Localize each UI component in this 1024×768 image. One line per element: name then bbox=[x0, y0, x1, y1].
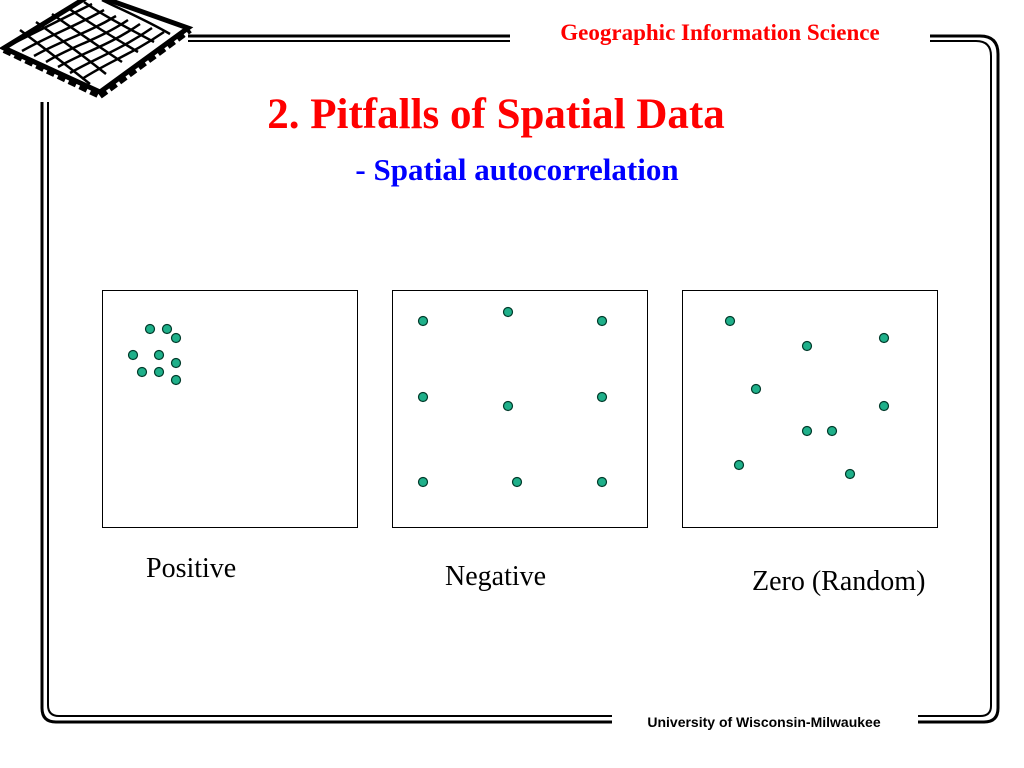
data-point bbox=[511, 476, 523, 488]
data-point bbox=[161, 323, 173, 335]
data-point bbox=[596, 476, 608, 488]
data-point bbox=[127, 349, 139, 361]
data-point bbox=[136, 366, 148, 378]
data-point bbox=[878, 400, 890, 412]
data-point bbox=[170, 374, 182, 386]
data-point bbox=[801, 425, 813, 437]
data-point bbox=[878, 332, 890, 344]
data-point bbox=[502, 306, 514, 318]
data-point bbox=[153, 349, 165, 361]
data-point bbox=[724, 315, 736, 327]
mesh-surface-logo-icon bbox=[0, 0, 194, 99]
footer-university: University of Wisconsin-Milwaukee bbox=[614, 714, 914, 730]
point-pattern-positive bbox=[127, 323, 182, 386]
point-pattern-negative bbox=[417, 306, 608, 488]
point-pattern-random bbox=[724, 315, 890, 480]
data-point bbox=[826, 425, 838, 437]
data-point bbox=[844, 468, 856, 480]
panel-label-positive: Positive bbox=[146, 553, 237, 584]
data-point bbox=[801, 340, 813, 352]
data-point bbox=[502, 400, 514, 412]
slide-subtitle: - Spatial autocorrelation bbox=[355, 152, 679, 187]
data-point bbox=[733, 459, 745, 471]
data-point bbox=[417, 315, 429, 327]
data-point bbox=[596, 391, 608, 403]
data-point bbox=[417, 391, 429, 403]
data-point bbox=[153, 366, 165, 378]
data-point bbox=[170, 357, 182, 369]
panel-positive bbox=[102, 290, 358, 528]
panel-negative bbox=[392, 290, 648, 528]
panel-label-negative: Negative bbox=[445, 561, 547, 592]
data-point bbox=[144, 323, 156, 335]
header-title: Geographic Information Science bbox=[518, 20, 922, 46]
data-point bbox=[417, 476, 429, 488]
data-point bbox=[596, 315, 608, 327]
panel-label-zero-random: Zero (Random) bbox=[752, 566, 926, 597]
data-point bbox=[170, 332, 182, 344]
panel-zero-random bbox=[682, 290, 938, 528]
slide-title: 2. Pitfalls of Spatial Data bbox=[267, 91, 725, 138]
data-point bbox=[750, 383, 762, 395]
